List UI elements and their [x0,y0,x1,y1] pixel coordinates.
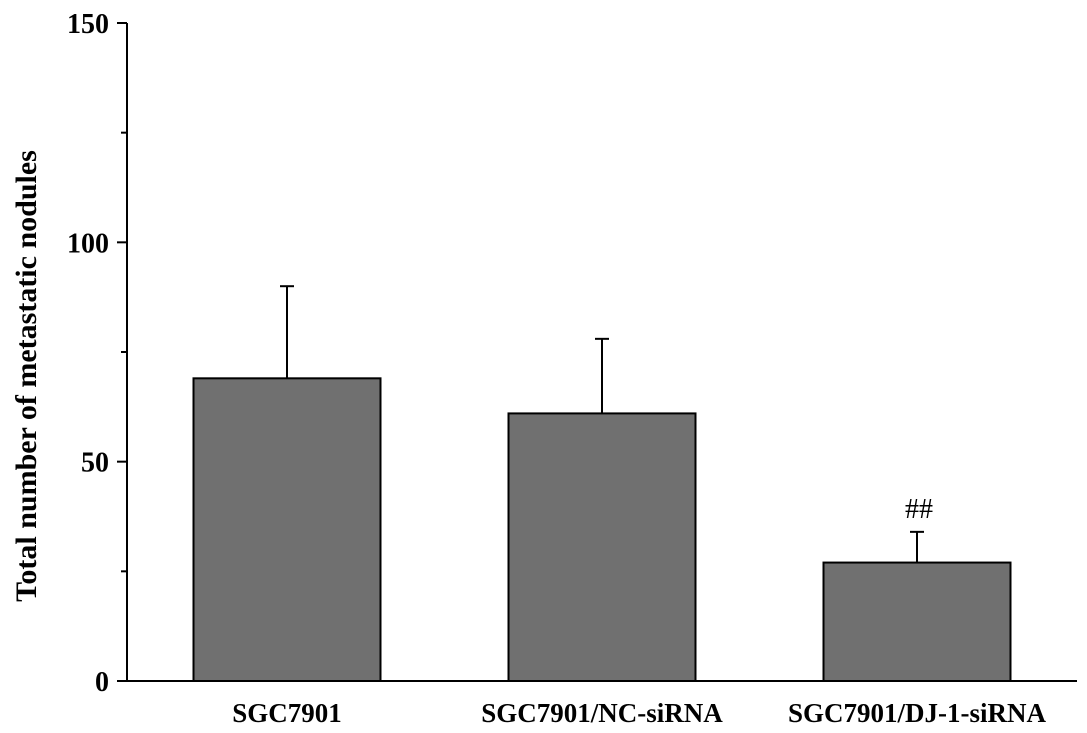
y-ticks-layer: 0 50 100 150 [67,9,127,698]
error-bars-layer [280,285,924,563]
x-category-label: SGC7901 [232,698,342,728]
x-category-label: SGC7901/DJ-1-siRNA [788,698,1047,728]
bar [192,377,382,682]
y-tick-label: 100 [67,228,109,259]
y-tick-label: 150 [67,9,109,40]
y-tick-label: 0 [95,667,109,698]
significance-annotation: ## [905,494,933,525]
y-axis-title: Total number of metastatic nodules [10,150,43,602]
bar [822,561,1012,682]
labels-layer: SGC7901 SGC7901/NC-siRNA SGC7901/DJ-1-siRN… [232,494,1046,728]
bars-layer [192,377,1012,682]
bar [507,412,697,682]
x-category-label: SGC7901/NC-siRNA [481,698,723,728]
y-tick-label: 50 [81,448,109,479]
